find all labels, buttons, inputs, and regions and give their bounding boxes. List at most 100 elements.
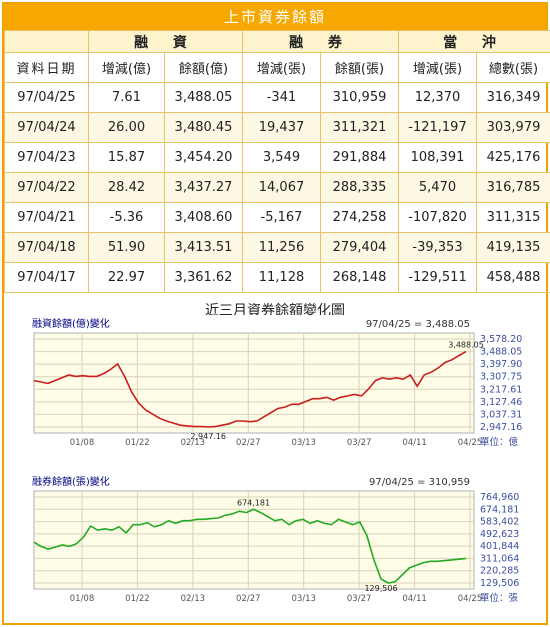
table-cell: 97/04/21: [4, 202, 89, 233]
table-row: 97/04/18 51.90 3,413.51 11,256 279,404 -…: [4, 232, 550, 263]
column-header-total: 總數(張): [476, 52, 550, 83]
chart-title: 融券餘額(張)變化: [32, 475, 110, 488]
column-header-change: 增減(億): [88, 52, 165, 83]
table-cell: 14,067: [242, 172, 321, 203]
margin-purchase-chart: 融資餘額(億)變化 97/04/25 = 3,488.053,578.203,48…: [30, 315, 540, 455]
table-row: 97/04/21 -5.36 3,408.60 -5,167 274,258 -…: [4, 202, 550, 233]
y-tick-label: 3,488.05: [480, 347, 522, 358]
unit-label: 單位：張: [480, 592, 519, 604]
table-cell: 3,454.20: [164, 142, 243, 173]
data-annotation: 3,488.05: [448, 341, 484, 350]
x-tick-label: 03/13: [291, 438, 316, 448]
series-line: [33, 350, 467, 428]
table-row: 97/04/24 26.00 3,480.45 19,437 311,321 -…: [4, 112, 550, 143]
table-cell: 19,437: [242, 112, 321, 143]
x-tick-label: 03/27: [347, 438, 372, 448]
y-tick-label: 220,285: [480, 566, 519, 577]
table-row: 97/04/22 28.42 3,437.27 14,067 288,335 5…: [4, 172, 550, 203]
x-tick-label: 01/22: [125, 438, 150, 448]
column-header-row: 資料日期 增減(億) 餘額(億) 增減(張) 餘額(張) 增減(張) 總數(張): [4, 52, 550, 83]
x-tick-label: 03/27: [347, 594, 372, 604]
table-cell: 316,785: [476, 172, 550, 203]
column-header-change: 增減(張): [242, 52, 321, 83]
table-row: 97/04/17 22.97 3,361.62 11,128 268,148 -…: [4, 262, 550, 293]
table-cell: -121,197: [398, 112, 477, 143]
table-cell: 11,128: [242, 262, 321, 293]
table-cell: 22.97: [88, 262, 165, 293]
table-cell: 311,321: [320, 112, 399, 143]
table-cell: 311,315: [476, 202, 550, 233]
chart-title: 融資餘額(億)變化: [32, 317, 110, 330]
x-tick-label: 02/27: [236, 438, 260, 448]
data-annotation: 674,181: [237, 498, 270, 507]
table-cell: 288,335: [320, 172, 399, 203]
plot-area: [33, 332, 475, 434]
table-cell: -5,167: [242, 202, 321, 233]
group-header-short-sale: 融 券: [242, 30, 399, 53]
table-cell: 3,480.45: [164, 112, 243, 143]
y-tick-label: 764,960: [480, 492, 519, 503]
series-line: [33, 508, 467, 584]
x-tick-label: 03/13: [291, 594, 316, 604]
table-cell: 274,258: [320, 202, 399, 233]
table-cell: 51.90: [88, 232, 165, 263]
x-tick-label: 04/11: [402, 594, 427, 604]
table-cell: 3,361.62: [164, 262, 243, 293]
x-tick-label: 01/08: [70, 438, 95, 448]
y-tick-label: 3,397.90: [480, 359, 522, 370]
table-cell: 458,488: [476, 262, 550, 293]
short-sale-chart: 融券餘額(張)變化 97/04/25 = 310,959764,960674,18…: [30, 473, 540, 611]
table-cell: 97/04/18: [4, 232, 89, 263]
table-cell: 97/04/25: [4, 82, 89, 113]
column-header-date: 資料日期: [4, 52, 89, 83]
column-header-change: 增減(張): [398, 52, 477, 83]
y-tick-label: 3,578.20: [480, 334, 522, 345]
y-tick-label: 3,127.46: [480, 397, 522, 408]
table-row: 97/04/25 7.61 3,488.05 -341 310,959 12,3…: [4, 82, 550, 113]
table-cell: -107,820: [398, 202, 477, 233]
table-cell: 425,176: [476, 142, 550, 173]
group-header-day-trade: 當 沖: [398, 30, 550, 53]
table-cell: 268,148: [320, 262, 399, 293]
group-header-blank: [4, 30, 89, 53]
group-header-margin-purchase: 融 資: [88, 30, 243, 53]
x-tick-label: 02/27: [236, 594, 260, 604]
table-cell: 279,404: [320, 232, 399, 263]
page-title: 上市資券餘額: [4, 4, 546, 30]
table-cell: 11,256: [242, 232, 321, 263]
y-tick-label: 2,947.16: [480, 422, 522, 433]
y-tick-label: 3,037.31: [480, 409, 522, 420]
table-cell: 97/04/22: [4, 172, 89, 203]
table-cell: 291,884: [320, 142, 399, 173]
table-cell: 3,437.27: [164, 172, 243, 203]
table-cell: 3,549: [242, 142, 321, 173]
table-cell: 3,408.60: [164, 202, 243, 233]
chart-readout: 97/04/25 = 310,959: [369, 477, 470, 488]
x-tick-label: 04/25: [458, 594, 483, 604]
y-tick-label: 674,181: [480, 504, 519, 515]
table-cell: -5.36: [88, 202, 165, 233]
table-cell: 310,959: [320, 82, 399, 113]
y-tick-label: 492,623: [480, 529, 519, 540]
data-annotation: 129,506: [364, 584, 397, 593]
table-row: 97/04/23 15.87 3,454.20 3,549 291,884 10…: [4, 142, 550, 173]
unit-label: 單位：億: [480, 436, 519, 448]
table-cell: 97/04/23: [4, 142, 89, 173]
y-tick-label: 3,217.61: [480, 384, 522, 395]
y-tick-label: 401,844: [480, 541, 519, 552]
table-cell: 3,488.05: [164, 82, 243, 113]
plot-area: [33, 490, 475, 590]
table-cell: 108,391: [398, 142, 477, 173]
table-cell: -129,511: [398, 262, 477, 293]
data-annotation: 2,947.16: [190, 432, 226, 441]
x-tick-label: 01/22: [125, 594, 150, 604]
margin-table: 融 資 融 券 當 沖 資料日期 增減(億) 餘額(億) 增減(張) 餘額(張)…: [4, 30, 550, 293]
table-cell: 97/04/24: [4, 112, 89, 143]
table-cell: 26.00: [88, 112, 165, 143]
y-tick-label: 583,402: [480, 517, 519, 528]
x-tick-label: 02/13: [181, 594, 206, 604]
x-tick-label: 04/11: [402, 438, 427, 448]
chart-readout: 97/04/25 = 3,488.05: [366, 319, 470, 330]
table-cell: 97/04/17: [4, 262, 89, 293]
